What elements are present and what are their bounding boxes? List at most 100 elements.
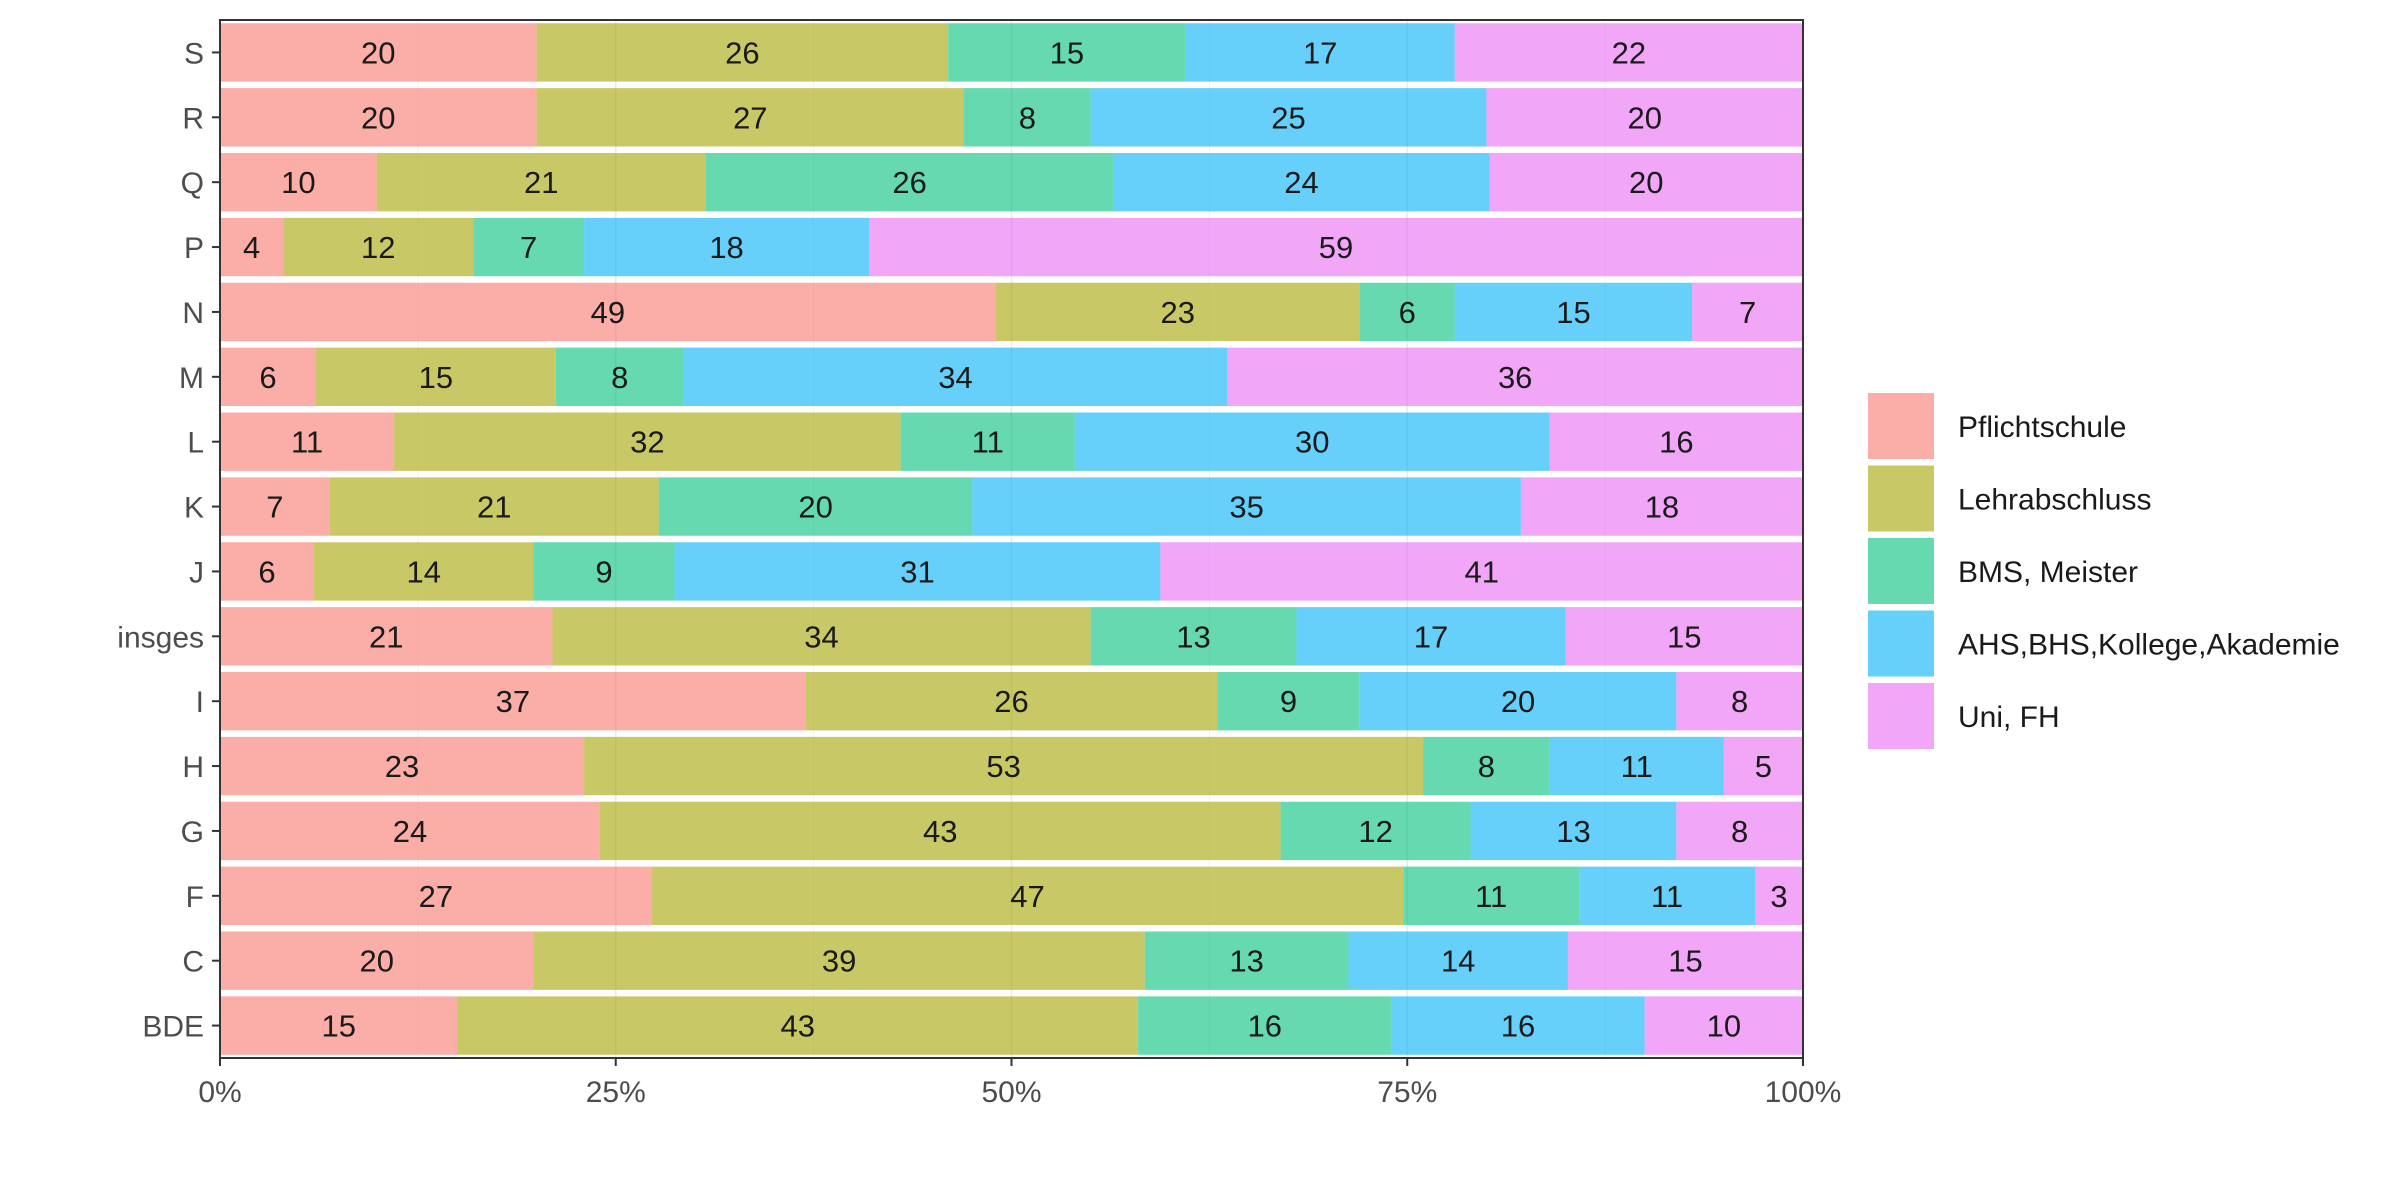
data-label: 24 <box>1284 165 1318 200</box>
legend-label: Lehrabschluss <box>1958 484 2151 517</box>
bar-segment <box>220 217 284 277</box>
bar-segment <box>972 477 1521 536</box>
data-label: 7 <box>520 230 537 265</box>
bar-segment <box>394 412 901 471</box>
y-tick-label: insges <box>117 621 204 654</box>
data-label: 9 <box>595 554 612 589</box>
bar-segment <box>584 736 1424 796</box>
data-label: 13 <box>1176 619 1210 654</box>
bar-segment <box>457 996 1139 1055</box>
legend-key <box>1868 393 1934 459</box>
data-label: 43 <box>923 814 957 849</box>
data-label: 11 <box>972 425 1004 460</box>
bar-segment <box>1520 477 1803 536</box>
bar-segment <box>683 347 1228 407</box>
bar-segment <box>1549 736 1724 796</box>
bar-segment <box>473 217 585 277</box>
bar-segment <box>658 477 973 536</box>
y-tick-label: BDE <box>142 1011 204 1044</box>
bar-segment <box>948 23 1186 82</box>
data-label: 11 <box>1621 749 1653 784</box>
data-label: 8 <box>611 360 628 395</box>
data-label: 39 <box>822 944 856 979</box>
bar-segment <box>705 152 1114 212</box>
data-label: 8 <box>1478 749 1495 784</box>
bar-segment <box>1470 801 1677 861</box>
y-tick-label: P <box>184 232 204 265</box>
bar-segment <box>220 996 458 1055</box>
data-label: 17 <box>1414 619 1448 654</box>
data-label: 13 <box>1556 814 1590 849</box>
data-label: 12 <box>361 230 395 265</box>
bar-segment <box>533 931 1145 990</box>
bar-segment <box>1359 282 1455 342</box>
bar-segment <box>1549 412 1803 471</box>
data-label: 14 <box>1441 944 1475 979</box>
bar-segment <box>220 282 996 342</box>
data-label: 23 <box>385 749 419 784</box>
bar-segment <box>220 152 377 212</box>
data-label: 15 <box>321 1009 355 1044</box>
bar-segment <box>964 88 1091 147</box>
bar-segment <box>220 671 806 731</box>
data-label: 15 <box>1556 295 1590 330</box>
bar-segment <box>1676 801 1803 861</box>
data-label: 26 <box>994 684 1028 719</box>
data-label: 16 <box>1248 1009 1282 1044</box>
bar-segment <box>283 217 474 277</box>
data-label: 4 <box>243 230 260 265</box>
bar-segment <box>900 412 1075 471</box>
y-tick-label: N <box>182 297 204 330</box>
legend-label: Pflichtschule <box>1958 411 2126 444</box>
bar-segment <box>1113 152 1490 212</box>
bar-segment <box>220 801 600 861</box>
y-tick-label: L <box>187 427 204 460</box>
data-label: 20 <box>359 944 393 979</box>
x-tick-label: 25% <box>586 1076 646 1109</box>
data-label: 27 <box>419 879 453 914</box>
bar-segment <box>220 542 315 601</box>
y-tick-label: S <box>184 37 204 70</box>
data-label: 11 <box>291 425 323 460</box>
data-label: 20 <box>361 35 395 70</box>
data-label: 22 <box>1612 35 1646 70</box>
bar-segment <box>1074 412 1550 471</box>
bar-segment <box>1185 23 1455 82</box>
bar-segment <box>1160 542 1803 601</box>
data-label: 5 <box>1755 749 1772 784</box>
bar-segment <box>599 801 1281 861</box>
bar-segment <box>1090 88 1487 147</box>
bar-segment <box>1486 88 1803 147</box>
bar-segment <box>1403 866 1580 926</box>
data-label: 10 <box>1707 1009 1741 1044</box>
x-tick-label: 75% <box>1377 1076 1437 1109</box>
y-tick-label: G <box>181 816 204 849</box>
data-label: 8 <box>1731 814 1748 849</box>
bar-segment <box>552 607 1091 666</box>
bar-segment <box>220 931 534 990</box>
legend-label: AHS,BHS,Kollege,Akademie <box>1958 629 2340 662</box>
data-label: 9 <box>1280 684 1297 719</box>
bar-segment <box>584 217 870 277</box>
data-label: 34 <box>938 360 972 395</box>
bars <box>220 23 1803 1055</box>
bar-segment <box>1567 931 1803 990</box>
data-label: 6 <box>1399 295 1416 330</box>
bar-segment <box>1090 607 1297 666</box>
bar-segment <box>315 347 556 407</box>
data-label: 53 <box>986 749 1020 784</box>
data-label: 30 <box>1295 425 1329 460</box>
bar-segment <box>536 23 949 82</box>
bar-segment <box>220 412 395 471</box>
bar-segment <box>1565 607 1803 666</box>
bar-segment <box>220 23 537 82</box>
bar-segment <box>1454 23 1803 82</box>
data-label: 20 <box>1627 100 1661 135</box>
data-label: 13 <box>1229 944 1263 979</box>
bar-segment <box>1280 801 1471 861</box>
bar-segment <box>1723 736 1803 796</box>
bar-segment <box>1296 607 1566 666</box>
bar-segment <box>1359 671 1677 731</box>
